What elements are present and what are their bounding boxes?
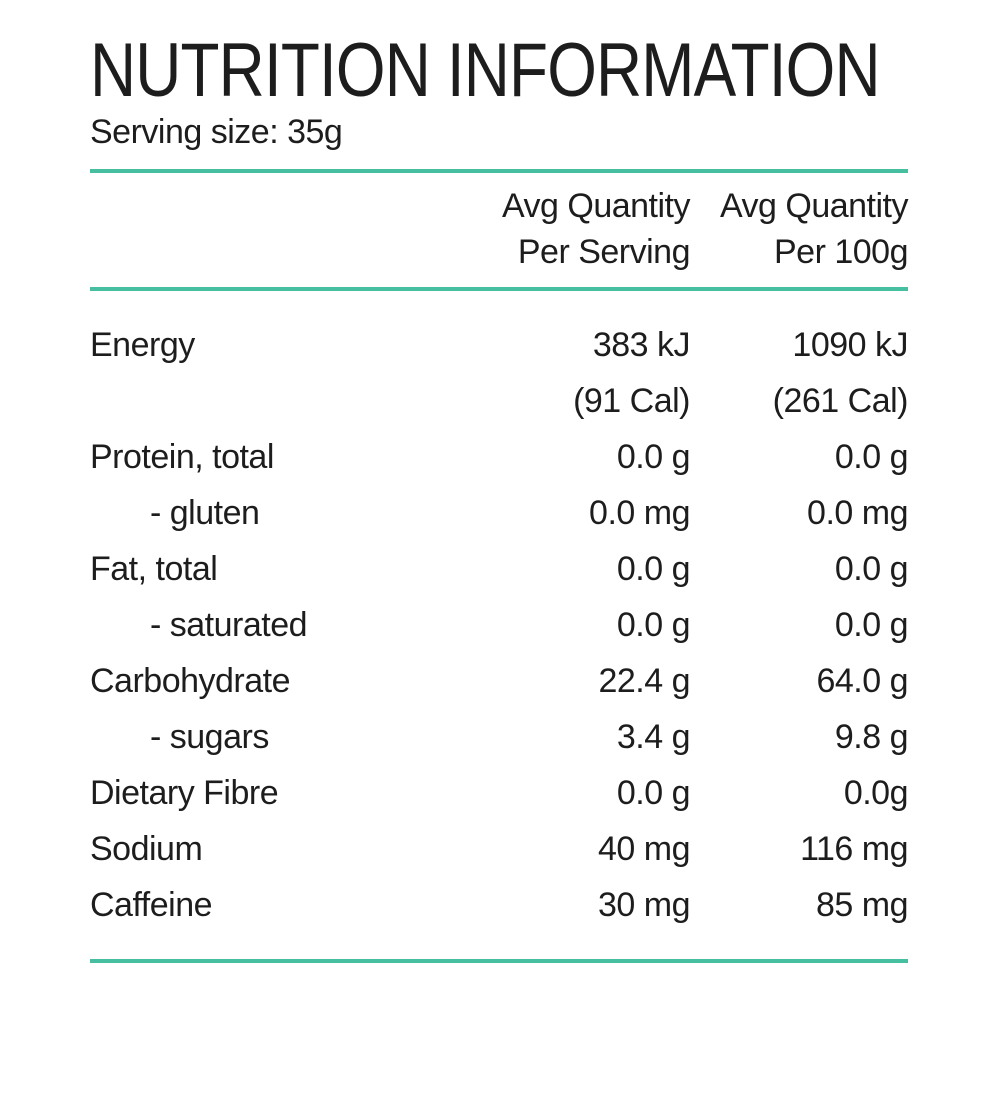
divider-top — [90, 169, 908, 173]
nutrient-row: Sodium 40 mg 116 mg — [90, 821, 909, 877]
nutrient-label: Caffeine — [90, 885, 213, 924]
value-per-serving: 22.4 g — [598, 661, 690, 700]
serving-size-text: Serving size: 35g — [90, 113, 343, 151]
column-header-row: Avg Quantity Per Serving Avg Quantity Pe… — [90, 183, 909, 275]
nutrient-row: - saturated 0.0 g 0.0 g — [90, 597, 909, 653]
nutrient-row: Carbohydrate 22.4 g 64.0 g — [90, 653, 909, 709]
nutrient-label: - sugars — [150, 717, 269, 756]
nutrient-row: (91 Cal) (261 Cal) — [90, 373, 908, 429]
value-per-serving: 0.0 g — [616, 549, 691, 588]
nutrient-rows: Energy 383 kJ 1090 kJ (91 Cal) (261 Cal)… — [90, 317, 909, 933]
nutrient-label: - gluten — [150, 493, 260, 532]
nutrient-row: Dietary Fibre 0.0 g 0.0g — [90, 765, 909, 821]
value-per-100g: 64.0 g — [816, 661, 908, 700]
nutrient-row: Energy 383 kJ 1090 kJ — [90, 317, 909, 373]
nutrient-row: Protein, total 0.0 g 0.0 g — [90, 429, 909, 485]
nutrition-panel: NUTRITION INFORMATION Serving size: 35g … — [90, 28, 909, 963]
value-per-serving: 30 mg — [598, 885, 691, 924]
nutrient-label: Dietary Fibre — [90, 773, 279, 812]
column-header-line: Avg Quantity — [719, 187, 909, 225]
nutrient-label: Fat, total — [90, 549, 218, 588]
column-header-line: Avg Quantity — [501, 187, 691, 225]
value-per-100g: 0.0 g — [834, 549, 909, 588]
column-header-spacer — [90, 183, 370, 275]
value-per-100g: 0.0 g — [834, 437, 909, 476]
divider-bottom — [90, 959, 908, 963]
nutrient-label: - saturated — [150, 605, 308, 644]
nutrient-label: Protein, total — [90, 437, 274, 476]
value-per-100g: 9.8 g — [834, 717, 909, 756]
nutrient-label: Carbohydrate — [90, 661, 291, 700]
value-per-serving: 0.0 mg — [589, 493, 690, 532]
column-header-line: Per Serving — [517, 233, 691, 271]
column-header-line: Per 100g — [774, 233, 909, 271]
value-per-100g: 0.0g — [843, 773, 909, 812]
nutrient-label: Energy — [90, 325, 195, 364]
nutrient-row: Caffeine 30 mg 85 mg — [90, 877, 909, 933]
value-per-100g: (261 Cal) — [772, 381, 909, 420]
value-per-serving: (91 Cal) — [573, 381, 690, 420]
nutrient-row: Fat, total 0.0 g 0.0 g — [90, 541, 909, 597]
value-per-100g: 116 mg — [800, 829, 908, 868]
value-per-100g: 0.0 mg — [807, 493, 908, 532]
page-title: NUTRITION INFORMATION — [90, 28, 881, 113]
value-per-100g: 85 mg — [816, 885, 909, 924]
value-per-serving: 40 mg — [598, 829, 691, 868]
value-per-serving: 0.0 g — [616, 773, 691, 812]
value-per-serving: 0.0 g — [616, 437, 691, 476]
divider-header — [90, 287, 908, 291]
value-per-serving: 383 kJ — [592, 325, 691, 364]
value-per-100g: 1090 kJ — [792, 325, 908, 364]
nutrient-row: - gluten 0.0 mg 0.0 mg — [90, 485, 909, 541]
value-per-serving: 0.0 g — [616, 605, 691, 644]
value-per-serving: 3.4 g — [616, 717, 691, 756]
value-per-100g: 0.0 g — [834, 605, 909, 644]
nutrient-label: Sodium — [90, 829, 203, 868]
nutrient-row: - sugars 3.4 g 9.8 g — [90, 709, 909, 765]
column-header-per-serving: Avg Quantity Per Serving — [370, 183, 691, 275]
column-header-per-100g: Avg Quantity Per 100g — [690, 183, 909, 275]
